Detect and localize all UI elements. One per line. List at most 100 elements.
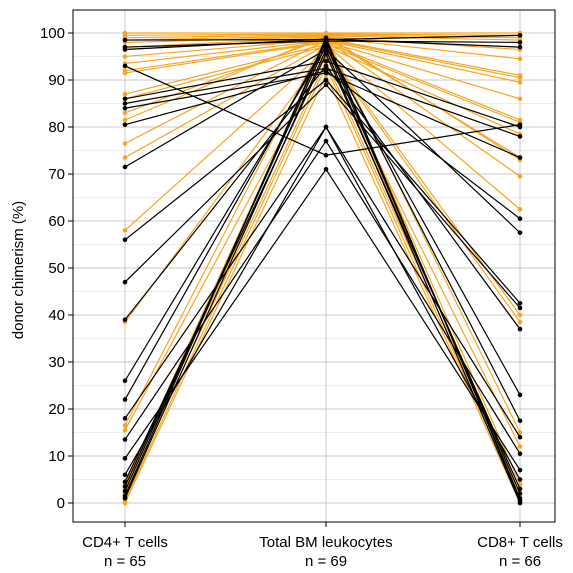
x-tick-count: n = 65 bbox=[104, 553, 146, 570]
y-tick-label: 100 bbox=[40, 25, 65, 42]
grid-layer bbox=[73, 10, 555, 522]
patient-line bbox=[124, 50, 521, 490]
data-point bbox=[517, 326, 523, 332]
data-point bbox=[122, 54, 128, 59]
patient-line bbox=[124, 59, 521, 494]
data-point bbox=[122, 110, 128, 116]
plot-border bbox=[72, 9, 556, 523]
data-point bbox=[122, 496, 128, 501]
y-tick-label: 50 bbox=[48, 260, 65, 277]
data-point bbox=[517, 444, 523, 449]
data-point bbox=[122, 437, 128, 442]
data-point bbox=[517, 155, 523, 160]
patient-line bbox=[124, 52, 521, 490]
data-point bbox=[517, 418, 523, 424]
patient-line bbox=[124, 83, 521, 309]
data-point bbox=[517, 80, 523, 85]
y-tick-label: 90 bbox=[48, 72, 65, 89]
data-point bbox=[323, 138, 329, 144]
data-point bbox=[122, 427, 128, 433]
data-point bbox=[517, 96, 523, 102]
data-point bbox=[517, 44, 523, 50]
y-axis-title: donor chimerism (%) bbox=[10, 201, 27, 339]
data-point bbox=[122, 500, 128, 506]
data-point bbox=[323, 47, 329, 52]
data-point bbox=[517, 312, 523, 318]
data-point bbox=[122, 37, 128, 43]
data-point bbox=[122, 101, 128, 106]
x-tick-count: n = 69 bbox=[305, 553, 347, 570]
data-point bbox=[323, 68, 329, 73]
data-point bbox=[122, 472, 128, 478]
data-point bbox=[122, 141, 128, 146]
x-tick-label: CD4+ T cells bbox=[82, 534, 168, 551]
data-point bbox=[122, 105, 128, 111]
y-tick-label: 80 bbox=[48, 119, 65, 136]
data-point bbox=[517, 56, 523, 62]
axis-layer: 0 10 20 30 40 50 60 70 80 90 100 CD4+ T cells n = 65… bbox=[40, 9, 563, 570]
data-point bbox=[323, 124, 329, 130]
data-point bbox=[122, 96, 128, 102]
data-point bbox=[122, 164, 128, 170]
y-tick-label: 60 bbox=[48, 213, 65, 230]
data-point bbox=[517, 434, 523, 440]
patient-line bbox=[124, 125, 521, 480]
x-tick-count: n = 66 bbox=[499, 553, 541, 570]
data-point bbox=[122, 378, 128, 384]
data-point bbox=[122, 456, 128, 461]
data-point bbox=[323, 167, 329, 172]
data-point bbox=[122, 122, 128, 127]
x-tick-label: CD8+ T cells bbox=[477, 534, 563, 551]
series-layer bbox=[122, 30, 523, 506]
data-point bbox=[517, 477, 523, 482]
x-tick-label: Total BM leukocytes bbox=[259, 534, 392, 551]
data-point bbox=[122, 416, 128, 421]
patient-line bbox=[124, 48, 521, 316]
data-point bbox=[122, 91, 128, 97]
data-point bbox=[323, 58, 329, 64]
data-point bbox=[517, 134, 523, 139]
data-point bbox=[122, 317, 128, 323]
data-point bbox=[517, 319, 523, 325]
data-point bbox=[517, 467, 523, 473]
data-point bbox=[122, 423, 128, 428]
data-point bbox=[517, 75, 523, 80]
data-point bbox=[517, 392, 523, 398]
y-tick-label: 30 bbox=[48, 354, 65, 371]
data-point bbox=[517, 230, 523, 236]
data-point bbox=[517, 300, 523, 306]
data-point bbox=[122, 279, 128, 285]
data-point bbox=[122, 70, 128, 76]
data-point bbox=[517, 124, 523, 130]
data-point bbox=[517, 33, 523, 38]
data-point bbox=[517, 430, 523, 435]
data-point bbox=[323, 152, 329, 158]
data-point bbox=[517, 40, 523, 45]
data-point bbox=[122, 63, 128, 69]
y-tick-label: 20 bbox=[48, 401, 65, 418]
patient-line bbox=[124, 43, 521, 494]
data-point bbox=[122, 117, 128, 123]
data-point bbox=[122, 228, 128, 233]
y-tick-label: 40 bbox=[48, 307, 65, 324]
data-point bbox=[122, 155, 128, 160]
data-point bbox=[323, 82, 329, 87]
y-tick-label: 0 bbox=[57, 495, 65, 512]
data-point bbox=[517, 305, 523, 311]
data-point bbox=[323, 77, 329, 83]
data-point bbox=[323, 35, 329, 40]
y-tick-label: 10 bbox=[48, 448, 65, 465]
data-point bbox=[517, 451, 523, 456]
y-tick-label: 70 bbox=[48, 166, 65, 183]
data-point bbox=[517, 216, 523, 221]
data-point bbox=[122, 237, 128, 243]
data-point bbox=[122, 47, 128, 52]
data-point bbox=[517, 174, 523, 179]
patient-line bbox=[124, 47, 521, 504]
patient-line bbox=[124, 67, 521, 137]
data-point bbox=[517, 500, 523, 506]
patient-line bbox=[124, 139, 521, 454]
data-point bbox=[122, 397, 128, 402]
data-point bbox=[323, 63, 329, 69]
